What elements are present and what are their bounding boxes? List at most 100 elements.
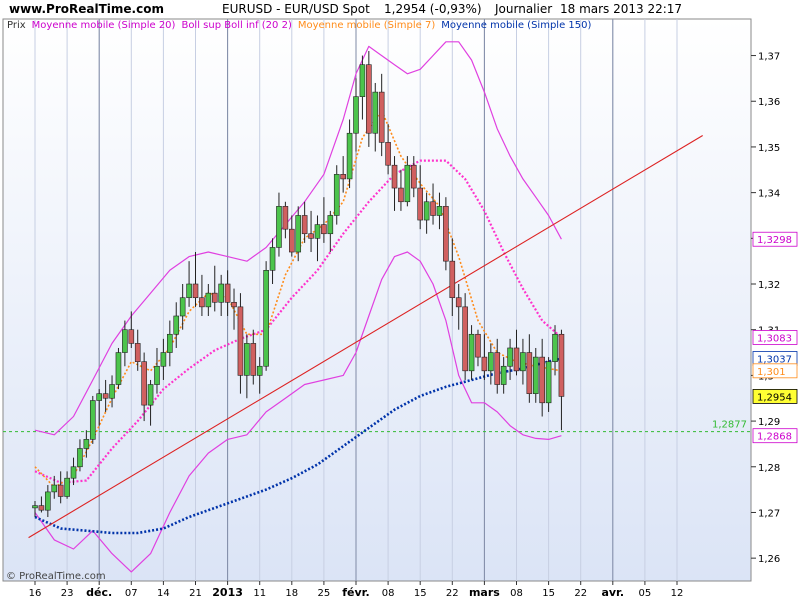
y-tick-label: 1,37	[758, 52, 780, 63]
site-name[interactable]: www.ProRealTime.com	[9, 2, 164, 16]
y-tick-label: 1,29	[758, 417, 780, 428]
x-tick-label: 08	[382, 588, 395, 599]
trendline	[28, 135, 703, 539]
candle-down	[134, 343, 141, 362]
price-tag-box	[752, 389, 798, 404]
candle-down	[481, 356, 488, 372]
x-tick-label: mars	[469, 586, 500, 599]
candle-down	[102, 393, 109, 399]
candle-up	[83, 439, 90, 449]
candle-down	[385, 142, 391, 166]
price-tag-label: 1,2954	[757, 392, 792, 403]
candle-up	[256, 365, 263, 376]
x-tick-label: 21	[189, 588, 202, 599]
candle-up	[77, 448, 83, 468]
candle-up	[333, 174, 340, 216]
y-tick-label: 1,27	[758, 508, 780, 519]
candle-up	[488, 352, 494, 372]
legend-item: Moyenne mobile (Simple 20)	[32, 20, 176, 31]
x-tick-label: 05	[639, 588, 652, 599]
candle-up	[218, 283, 224, 303]
candle-up	[109, 384, 115, 399]
level-label: 1,2877	[712, 420, 747, 431]
candle-up	[45, 491, 51, 511]
candle-up	[552, 333, 558, 362]
x-tick-label: 2013	[212, 586, 243, 599]
price-tag-label: 1,3298	[757, 235, 792, 246]
candle-up	[423, 201, 430, 221]
x-tick-label: 16	[29, 588, 42, 599]
candle-up	[545, 361, 552, 404]
candle-up	[353, 96, 359, 134]
y-tick-label: 1,36	[758, 97, 780, 108]
grid: 1,2877	[34, 19, 747, 581]
y-tick-label: 1,28	[758, 463, 780, 474]
candle-down	[494, 352, 501, 385]
watermark: © ProRealTime.com	[6, 571, 106, 582]
x-tick-label: 07	[125, 588, 138, 599]
price-tag-box	[752, 363, 798, 379]
candle-up	[359, 64, 366, 97]
candle-up	[276, 206, 282, 248]
candle-up	[532, 356, 539, 394]
candle-up	[263, 270, 269, 367]
candle-down	[391, 164, 398, 189]
legend: Prix Moyenne mobile (Simple 20) Boll sup B…	[7, 20, 591, 31]
x-tick-label: 15	[542, 588, 555, 599]
candle-down	[410, 164, 417, 189]
candle-down	[57, 484, 64, 497]
candle-down	[398, 187, 404, 203]
candle-down	[231, 301, 237, 308]
candle-down	[455, 297, 462, 308]
candle-down	[558, 333, 565, 397]
candle-up	[269, 247, 276, 271]
x-tick-label: 18	[285, 588, 298, 599]
price-tag-box	[752, 330, 798, 345]
x-tick-label: 11	[253, 588, 266, 599]
chart-marks	[3, 41, 751, 573]
candle-down	[250, 343, 257, 376]
candle-up	[436, 206, 443, 216]
quote: 1,2954 (-0,93%)	[384, 2, 482, 16]
legend-item: Moyenne mobile (Simple 7)	[298, 20, 436, 31]
candle-down	[366, 64, 372, 134]
x-tick-label: 25	[318, 588, 331, 599]
candle-up	[507, 347, 513, 367]
candle-up	[179, 297, 186, 317]
candle-up	[173, 315, 180, 335]
candle-up	[404, 164, 411, 203]
candle-up	[500, 365, 507, 385]
x-tick-label: 08	[510, 588, 523, 599]
candle-down	[192, 283, 199, 299]
candle-up	[154, 365, 160, 385]
price-tag-label: 1,301	[757, 367, 786, 378]
period: Journalier	[494, 2, 552, 16]
candle-down	[38, 505, 45, 511]
candle-up	[205, 292, 212, 308]
chart-title: EURUSD - EUR/USD Spot	[222, 2, 370, 16]
y-tick-label: 1,32	[758, 280, 780, 291]
candle-down	[128, 329, 135, 344]
candle-up	[520, 352, 526, 372]
price-tag-label: 1,2868	[757, 432, 792, 443]
candle-down	[288, 228, 295, 253]
candle-up	[167, 333, 173, 353]
candle-down	[321, 224, 327, 235]
price-tag-label: 1,3083	[757, 333, 792, 344]
candle-down	[539, 356, 545, 404]
candle-down	[282, 206, 289, 230]
candle-down	[462, 306, 468, 372]
candle-up	[372, 91, 379, 134]
x-tick-label: déc.	[86, 586, 112, 599]
x-tick-label: 15	[414, 588, 427, 599]
candle-up	[346, 132, 353, 180]
price-tag-label: 1,3037	[757, 354, 792, 365]
candle-down	[141, 361, 147, 406]
x-tick-label: 22	[446, 588, 459, 599]
x-axis: 16 23 déc. 07 14 21 2013 11 18 25 févr. 08 15 22 mars 0…	[29, 581, 683, 599]
y-tick-label: 1,26	[758, 554, 780, 565]
datetime: 18 mars 2013 22:17	[560, 2, 682, 16]
candle-up	[115, 352, 122, 385]
candle-up	[327, 215, 334, 235]
